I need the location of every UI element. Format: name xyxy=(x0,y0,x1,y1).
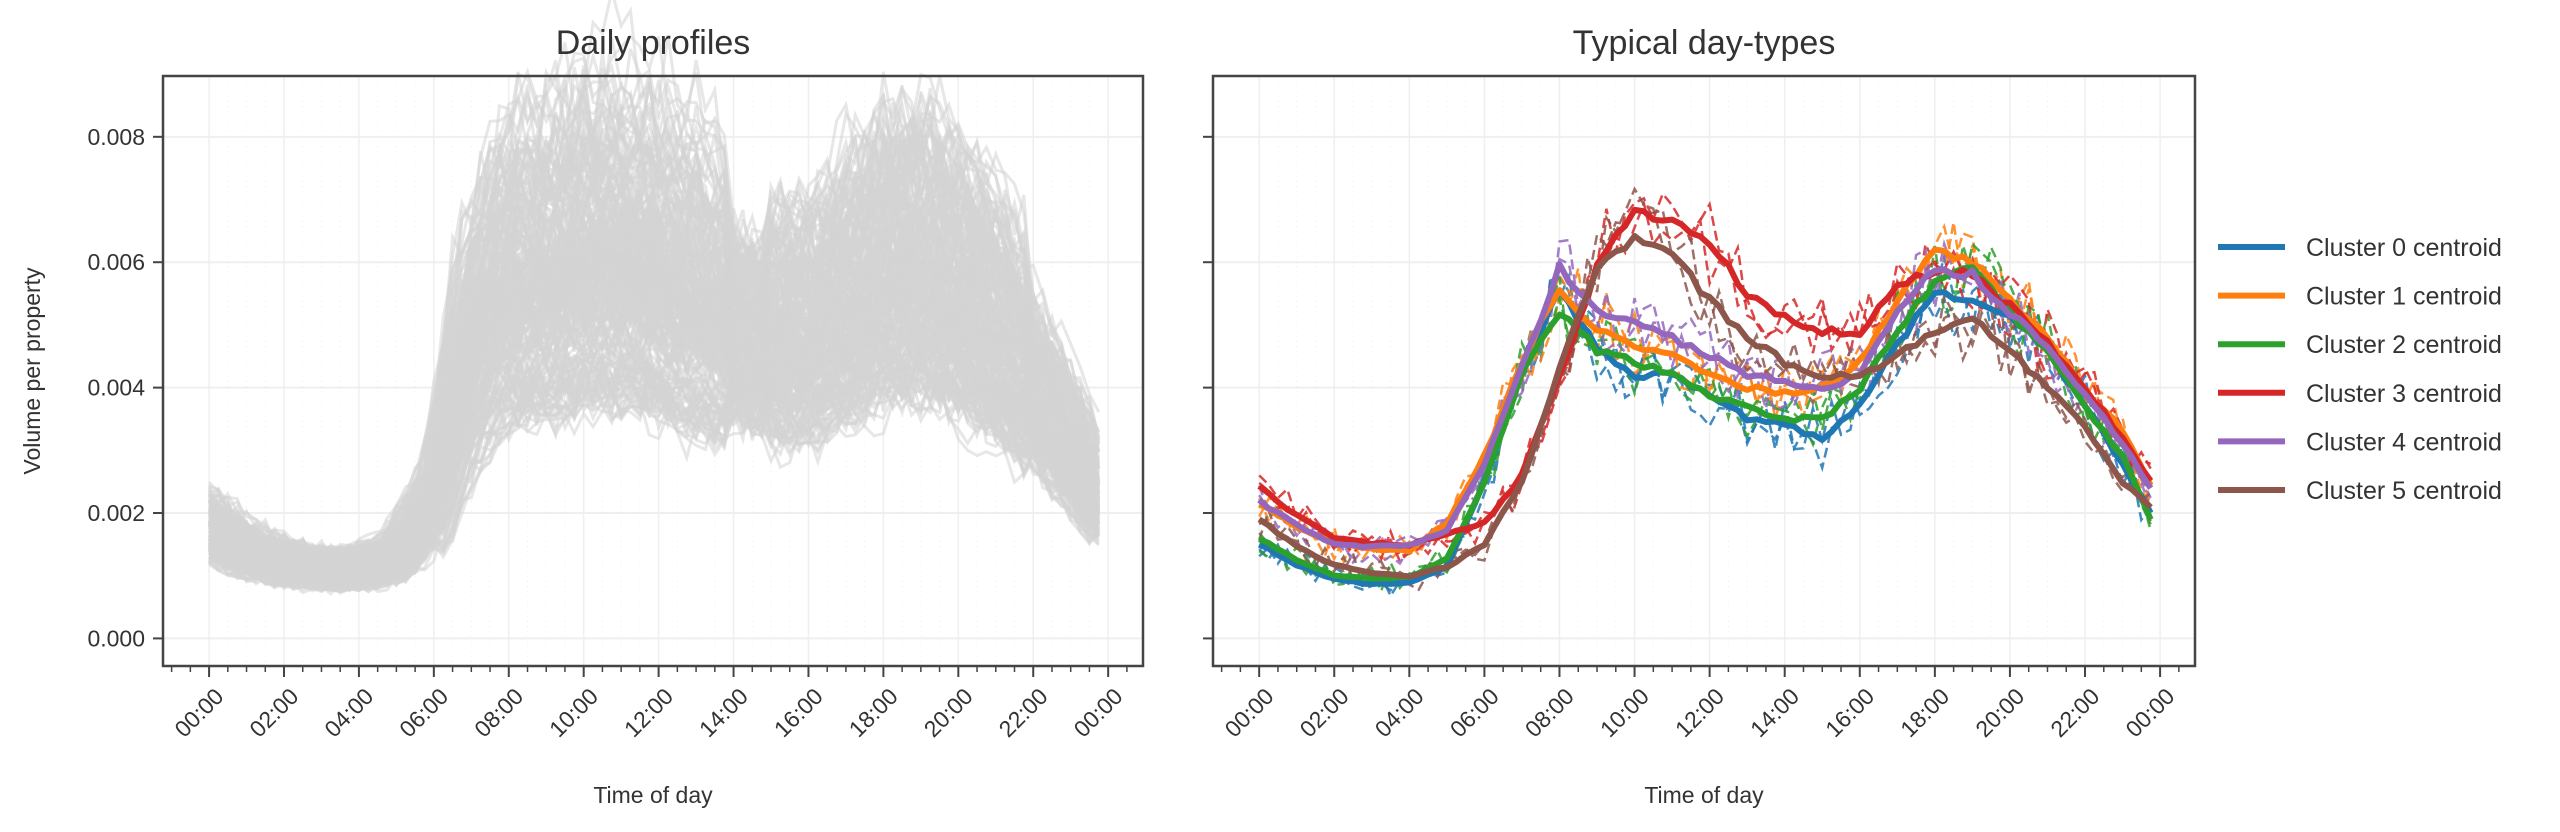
daily-profile-line xyxy=(208,180,1101,574)
x-tick-label: 16:00 xyxy=(769,683,828,742)
cluster-4-member-dashed-line xyxy=(1258,238,2152,565)
legend-label: Cluster 2 centroid xyxy=(2306,331,2502,359)
legend-item-cluster-3: Cluster 3 centroid xyxy=(2218,380,2502,408)
x-tick-label: 14:00 xyxy=(694,683,753,742)
legend-label: Cluster 4 centroid xyxy=(2306,428,2502,456)
legend-item-cluster-2: Cluster 2 centroid xyxy=(2218,331,2502,359)
x-tick-label: 22:00 xyxy=(2045,683,2104,742)
y-tick-label: 0.002 xyxy=(87,500,145,526)
x-tick-label: 10:00 xyxy=(1595,683,1654,742)
x-tick-label: 12:00 xyxy=(1670,683,1729,742)
panel-title: Daily profiles xyxy=(556,24,751,62)
y-axis-title: Volume per property xyxy=(19,267,45,475)
panel-title: Typical day-types xyxy=(1573,24,1836,62)
y-tick-label: 0.004 xyxy=(87,375,145,401)
x-tick-label: 02:00 xyxy=(1295,683,1354,742)
legend-item-cluster-1: Cluster 1 centroid xyxy=(2218,283,2502,311)
daily-profile-line xyxy=(208,269,1101,594)
x-tick-label: 10:00 xyxy=(544,683,603,742)
cluster-4-centroid-line xyxy=(1257,261,2154,550)
axes-frame xyxy=(1211,74,2197,668)
daily-profile-line xyxy=(208,62,1101,554)
daily-profile-line xyxy=(208,237,1101,580)
daily-profiles-panel: 00:00 02:00 04:00 06:00 08:00 10:00 12:00 14:00… xyxy=(19,0,1145,808)
x-tick-label: 06:00 xyxy=(1445,683,1504,742)
x-tick-label: 00:00 xyxy=(2120,683,2179,742)
x-tick-label: 00:00 xyxy=(1068,683,1127,742)
x-tick-label: 18:00 xyxy=(844,683,903,742)
x-tick-label: 14:00 xyxy=(1745,683,1804,742)
legend-item-cluster-4: Cluster 4 centroid xyxy=(2218,428,2502,456)
x-tick-label: 08:00 xyxy=(469,683,528,742)
axes-frame xyxy=(161,74,1145,668)
cluster-1-centroid-line xyxy=(1258,246,2154,555)
x-tick-label: 18:00 xyxy=(1895,683,1954,742)
y-tick-label: 0.008 xyxy=(87,124,145,150)
plot-area xyxy=(207,0,1101,596)
x-tick-label: 06:00 xyxy=(394,683,453,742)
y-tick-label: 0.000 xyxy=(87,625,145,651)
legend-label: Cluster 5 centroid xyxy=(2306,477,2502,505)
daily-profile-line xyxy=(208,336,1101,587)
daily-profile-line xyxy=(208,164,1101,557)
x-tick-label: 20:00 xyxy=(919,683,978,742)
legend-label: Cluster 3 centroid xyxy=(2306,380,2502,408)
y-tick-label: 0.006 xyxy=(87,249,145,275)
x-tick-label: 00:00 xyxy=(169,683,228,742)
x-tick-label: 04:00 xyxy=(319,683,378,742)
cluster-3-centroid-line xyxy=(1257,206,2154,549)
cluster-4-member-dashed-line xyxy=(1258,238,2152,566)
legend-item-cluster-0: Cluster 0 centroid xyxy=(2218,234,2502,262)
x-tick-label: 16:00 xyxy=(1820,683,1879,742)
daily-profile-line xyxy=(207,245,1101,579)
x-tick-label: 20:00 xyxy=(1970,683,2029,742)
legend-label: Cluster 0 centroid xyxy=(2306,234,2502,262)
x-tick-label: 04:00 xyxy=(1370,683,1429,742)
x-axis-title: Time of day xyxy=(593,782,713,808)
daily-profile-line xyxy=(207,111,1101,575)
legend-label: Cluster 1 centroid xyxy=(2306,283,2502,311)
legend: Cluster 0 centroid Cluster 1 centroid Clus… xyxy=(2218,234,2502,505)
plot-area xyxy=(1257,186,2154,599)
legend-item-cluster-5: Cluster 5 centroid xyxy=(2218,477,2502,505)
x-axis-title: Time of day xyxy=(1644,782,1764,808)
x-tick-label: 22:00 xyxy=(994,683,1053,742)
x-tick-label: 08:00 xyxy=(1520,683,1579,742)
cluster-5-centroid-line xyxy=(1257,233,2153,580)
typical-day-types-panel: 00:00 02:00 04:00 06:00 08:00 10:00 12:00 14:00… xyxy=(1203,24,2197,808)
x-tick-label: 12:00 xyxy=(619,683,678,742)
x-tick-label: 02:00 xyxy=(244,683,303,742)
x-tick-label: 00:00 xyxy=(1219,683,1278,742)
cluster-1-member-dashed-line xyxy=(1258,222,2152,563)
daily-profile-line xyxy=(208,121,1101,564)
cluster-2-member-dashed-line xyxy=(1258,244,2152,591)
